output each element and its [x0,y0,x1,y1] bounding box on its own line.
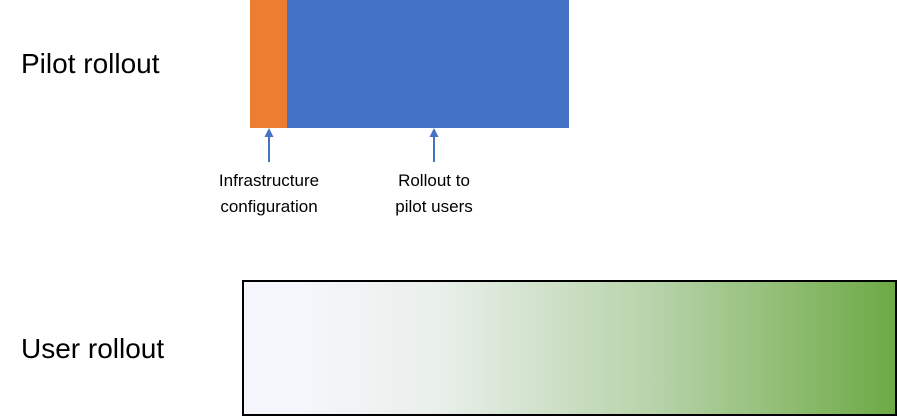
rollout-to-pilot-users-annotation: Rollout to pilot users [374,168,494,220]
infrastructure-configuration-annotation: Infrastructure configuration [199,168,339,220]
annotation-line: pilot users [395,197,473,216]
arrow-up-icon [429,128,439,162]
annotation-line: configuration [220,197,318,216]
annotation-line: Infrastructure [218,171,320,190]
pilot-rollout-label: Pilot rollout [21,48,160,79]
pilot-rollout-bar [287,0,569,128]
user-rollout-bar [242,280,897,416]
user-rollout-label: User rollout [21,333,165,364]
arrow-up-icon [264,128,274,162]
annotation-line: Rollout to [398,171,470,190]
pilot-infrastructure-bar [250,0,287,128]
